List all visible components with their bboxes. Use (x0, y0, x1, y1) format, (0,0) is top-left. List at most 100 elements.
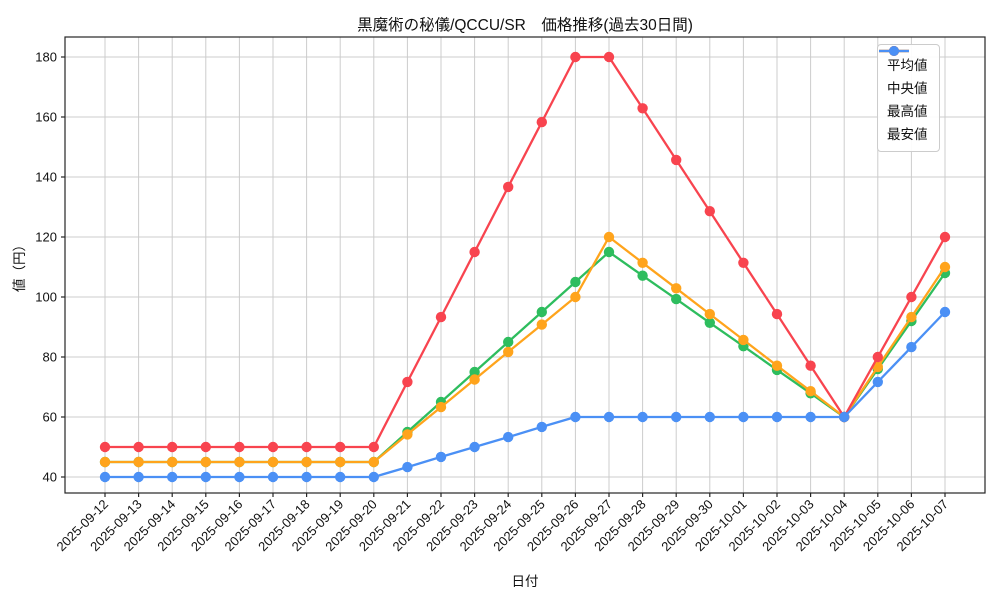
data-point (603, 411, 615, 423)
data-point (872, 376, 883, 388)
y-tick-label: 160 (35, 110, 57, 125)
data-point (839, 411, 850, 423)
data-point (906, 311, 917, 323)
legend-label: 中央値 (887, 80, 928, 96)
data-point (335, 471, 346, 483)
data-point (906, 291, 917, 303)
data-point (402, 429, 413, 440)
data-point (267, 456, 279, 468)
series-line-3 (103, 310, 947, 479)
data-point (704, 308, 715, 320)
data-point (637, 411, 648, 423)
data-point (469, 366, 480, 378)
data-point (368, 471, 379, 483)
data-point (335, 441, 346, 453)
data-point (603, 246, 615, 258)
y-tick-label: 80 (43, 350, 57, 365)
data-point (167, 441, 178, 453)
data-point (301, 471, 312, 483)
data-point (234, 456, 245, 468)
data-point (368, 441, 379, 453)
data-point (939, 306, 951, 318)
legend: 平均値中央値最高値最安値 (877, 44, 940, 152)
data-point (872, 351, 883, 363)
data-point (704, 206, 715, 217)
data-point (671, 411, 682, 423)
data-point (570, 51, 581, 63)
data-point (805, 360, 816, 371)
data-point (133, 441, 144, 453)
data-point (939, 261, 951, 273)
data-point (939, 231, 951, 243)
data-point (435, 311, 447, 323)
data-point (402, 461, 413, 473)
chart-title: 黒魔術の秘儀/QCCU/SR 価格推移(過去30日間) (357, 17, 693, 34)
series-line-1 (103, 235, 947, 464)
data-point (570, 276, 581, 288)
data-point (133, 456, 144, 468)
data-point (570, 411, 581, 423)
data-point (301, 456, 312, 468)
legend-label: 最安値 (887, 126, 928, 142)
data-point (671, 293, 682, 305)
legend-item-3: 最安値 (879, 46, 928, 144)
legend-item-1: 中央値 (879, 46, 928, 98)
data-point (234, 441, 245, 453)
data-point (637, 103, 648, 114)
data-point (536, 421, 547, 433)
data-point (133, 471, 144, 483)
data-point (200, 441, 211, 453)
y-tick-label: 180 (35, 50, 57, 65)
data-point (536, 116, 547, 128)
y-tick-label: 60 (43, 410, 57, 425)
data-point (167, 471, 178, 483)
data-point (570, 291, 581, 303)
data-point (805, 411, 816, 423)
data-point (637, 257, 648, 268)
data-point (200, 456, 211, 468)
data-point (335, 456, 346, 468)
data-point (872, 361, 883, 373)
data-point (503, 181, 514, 193)
data-point (267, 441, 279, 453)
data-point (671, 283, 682, 294)
y-tick-label: 40 (43, 470, 57, 485)
plot-border (64, 36, 986, 494)
data-point (805, 386, 816, 397)
data-point (671, 154, 682, 166)
y-tick-label: 140 (35, 170, 57, 185)
data-point (99, 456, 111, 468)
data-point (267, 471, 279, 483)
data-point (200, 471, 211, 483)
data-point (704, 411, 715, 423)
data-point (301, 441, 312, 453)
y-tick-label: 100 (35, 290, 57, 305)
legend-item-2: 最高値 (879, 46, 928, 121)
data-point (234, 471, 245, 483)
data-point (536, 306, 547, 318)
data-point (771, 360, 783, 371)
x-axis-label: 日付 (511, 574, 539, 589)
data-point (368, 456, 379, 468)
data-point (704, 317, 715, 328)
data-point (637, 270, 648, 281)
series-line-2 (103, 55, 947, 449)
data-point (738, 411, 749, 423)
legend-marker-icon (879, 46, 909, 56)
data-point (603, 51, 615, 63)
data-point (906, 341, 917, 353)
data-point (771, 411, 783, 423)
data-point (167, 456, 178, 468)
data-point (435, 401, 447, 413)
y-tick-label: 120 (35, 230, 57, 245)
data-point (738, 334, 749, 346)
data-point (603, 231, 615, 243)
data-point (503, 346, 514, 358)
data-point (503, 336, 514, 348)
data-point (503, 431, 514, 443)
legend-label: 最高値 (887, 103, 928, 119)
legend-label: 平均値 (887, 57, 928, 73)
data-point (99, 441, 111, 453)
